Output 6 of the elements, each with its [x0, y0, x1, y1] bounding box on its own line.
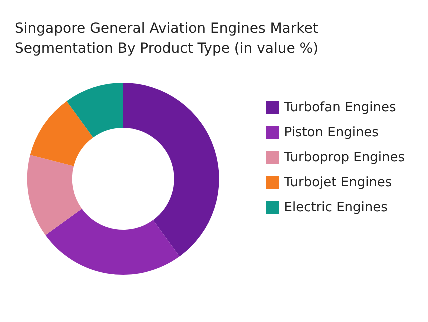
legend-label: Turbojet Engines	[283, 176, 392, 190]
legend-label: Turbofan Engines	[283, 100, 396, 116]
chart-title: Singapore General Aviation Engines Market Segmentation By Product Type (in value %)	[15, 21, 319, 57]
legend-label: Electric Engines	[284, 200, 388, 216]
legend-label: Piston Engines	[284, 126, 380, 140]
legend-label: Turboprop Engines	[283, 150, 406, 166]
